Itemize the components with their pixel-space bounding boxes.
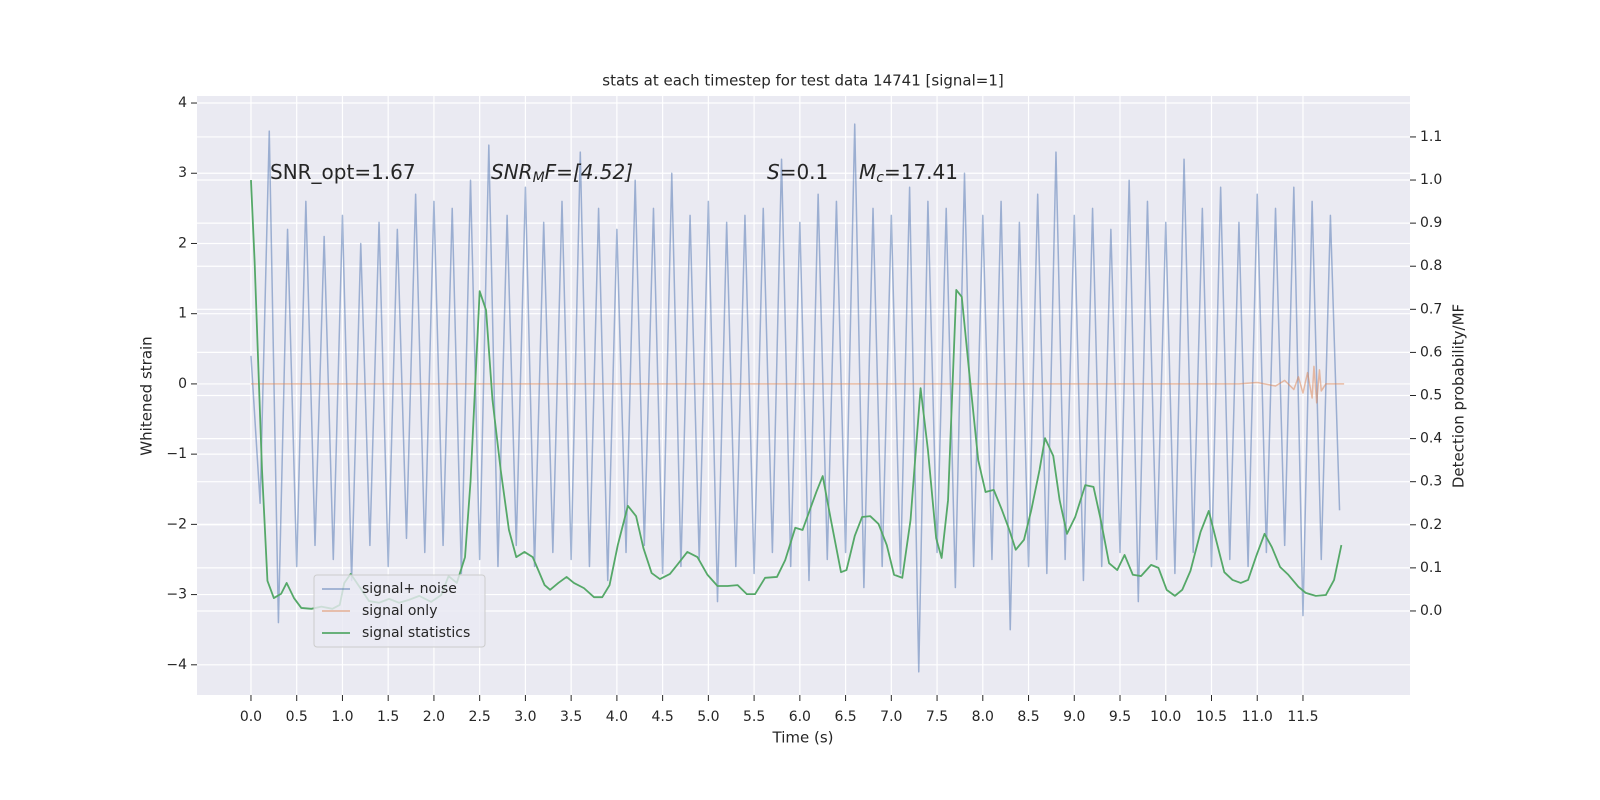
annotation: S=0.1 bbox=[767, 160, 828, 184]
y-axis-label: Whitened strain bbox=[138, 336, 156, 455]
x-tick-label: 2.0 bbox=[423, 709, 445, 725]
x-tick-label: 11.5 bbox=[1287, 709, 1318, 725]
x-tick-label: 10.5 bbox=[1196, 709, 1227, 725]
x-tick-label: 10.0 bbox=[1150, 709, 1181, 725]
x-tick-label: 5.5 bbox=[743, 709, 765, 725]
x-tick-label: 6.0 bbox=[789, 709, 811, 725]
series-line bbox=[250, 365, 1345, 404]
x-tick-label: 4.0 bbox=[606, 709, 628, 725]
annotation: SNR_opt=1.67 bbox=[270, 160, 416, 184]
x-tick-label: 0.0 bbox=[240, 709, 262, 725]
x-axis-label: Time (s) bbox=[772, 729, 834, 747]
y-tick-label: −3 bbox=[166, 587, 187, 603]
x-tick-label: 9.5 bbox=[1109, 709, 1131, 725]
legend-label: signal statistics bbox=[362, 625, 470, 641]
annotation-base: SNR bbox=[491, 160, 533, 184]
series-line bbox=[250, 123, 1341, 673]
x-tick-label: 2.5 bbox=[469, 709, 491, 725]
grid bbox=[197, 96, 1410, 695]
y-tick-label: 2 bbox=[178, 235, 187, 251]
annotation-text: =0.1 bbox=[780, 160, 829, 184]
y2-tick-label: 0.6 bbox=[1420, 344, 1442, 360]
legend-box bbox=[313, 574, 486, 648]
y2-axis-label: Detection probability/MF bbox=[1450, 304, 1468, 488]
labels: 0.0 0.5 1.0 1.5 2.0 2.5 3.0 3.5 4.0 4.5 5.0 5.5 6.0 6… bbox=[166, 95, 1442, 725]
y-tick-label: −4 bbox=[166, 657, 187, 673]
annotation-base: S bbox=[767, 160, 780, 184]
x-tick-label: 3.5 bbox=[560, 709, 582, 725]
y-tick-label: 1 bbox=[178, 306, 187, 322]
annotation-text: =17.41 bbox=[884, 160, 958, 184]
x-tick-label: 3.0 bbox=[514, 709, 536, 725]
y2-tick-label: 0.4 bbox=[1420, 431, 1442, 447]
annotation-text: F=[4.52] bbox=[545, 160, 633, 184]
x-tick-label: 8.0 bbox=[972, 709, 994, 725]
annotation-base: M bbox=[859, 160, 876, 184]
y2-tick-label: 0.2 bbox=[1420, 517, 1442, 533]
annotation-text: SNR_opt=1.67 bbox=[270, 160, 416, 184]
x-tick-label: 1.5 bbox=[377, 709, 399, 725]
y2-tick-label: 1.1 bbox=[1420, 129, 1442, 145]
y-tick-label: 3 bbox=[178, 165, 187, 181]
x-tick-label: 6.5 bbox=[834, 709, 856, 725]
y2-tick-label: 1.0 bbox=[1420, 172, 1442, 188]
x-tick-label: 0.5 bbox=[286, 709, 308, 725]
annotation-sub: M bbox=[533, 170, 545, 186]
y-tick-label: 4 bbox=[178, 95, 187, 111]
x-tick-label: 1.0 bbox=[331, 709, 353, 725]
x-tick-label: 4.5 bbox=[651, 709, 673, 725]
legend: signal+ noise signal only signal statistic… bbox=[313, 574, 486, 648]
x-tick-label: 7.0 bbox=[880, 709, 902, 725]
y-tick-label: −2 bbox=[166, 516, 187, 532]
y2-tick-label: 0.9 bbox=[1420, 215, 1442, 231]
y2-tick-label: 0.3 bbox=[1420, 474, 1442, 490]
y2-tick-label: 0.5 bbox=[1420, 388, 1442, 404]
annotation: Mc=17.41 bbox=[859, 160, 958, 187]
y2-tick-label: 0.1 bbox=[1420, 560, 1442, 576]
x-tick-label: 9.0 bbox=[1063, 709, 1085, 725]
y2-tick-label: 0.0 bbox=[1420, 603, 1442, 619]
x-tick-label: 11.0 bbox=[1242, 709, 1273, 725]
x-tick-label: 5.0 bbox=[697, 709, 719, 725]
annotation: SNRMF=[4.52] bbox=[491, 160, 633, 187]
legend-label: signal only bbox=[362, 603, 437, 619]
chart-title: stats at each timestep for test data 147… bbox=[602, 72, 1003, 90]
y-tick-label: −1 bbox=[166, 446, 187, 462]
y2-tick-label: 0.8 bbox=[1420, 258, 1442, 274]
legend-label: signal+ noise bbox=[362, 581, 457, 597]
y-tick-label: 0 bbox=[178, 376, 187, 392]
x-tick-label: 8.5 bbox=[1017, 709, 1039, 725]
annotation-sub: c bbox=[876, 170, 884, 186]
y2-tick-label: 0.7 bbox=[1420, 301, 1442, 317]
x-tick-label: 7.5 bbox=[926, 709, 948, 725]
